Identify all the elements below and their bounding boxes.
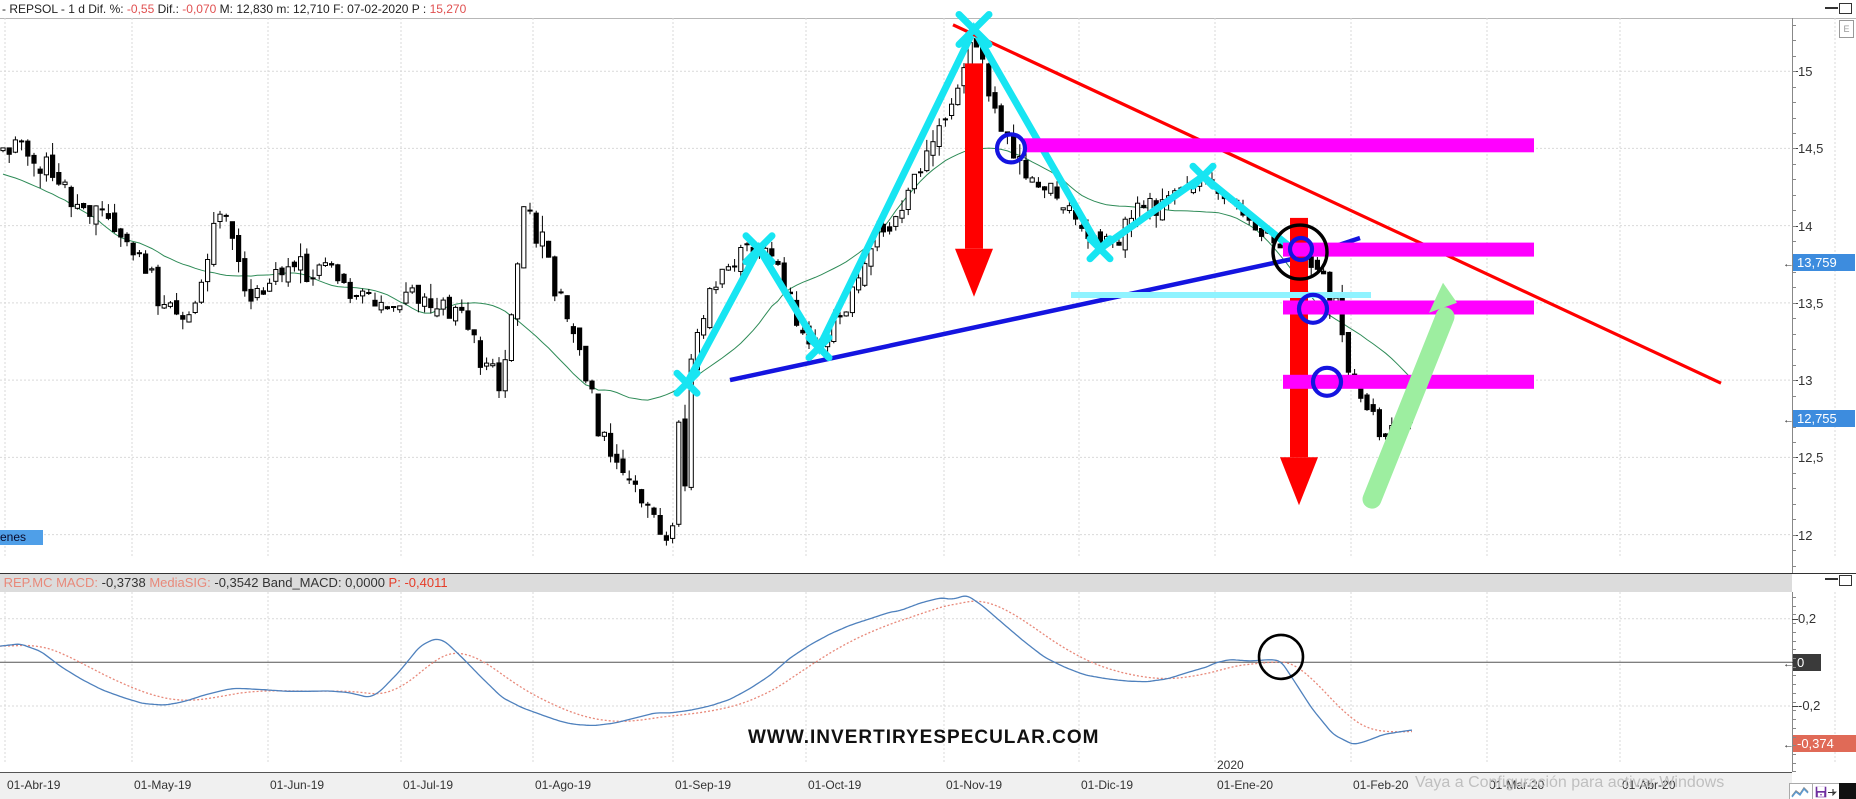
svg-text:Órdenes: Órdenes bbox=[0, 529, 26, 544]
